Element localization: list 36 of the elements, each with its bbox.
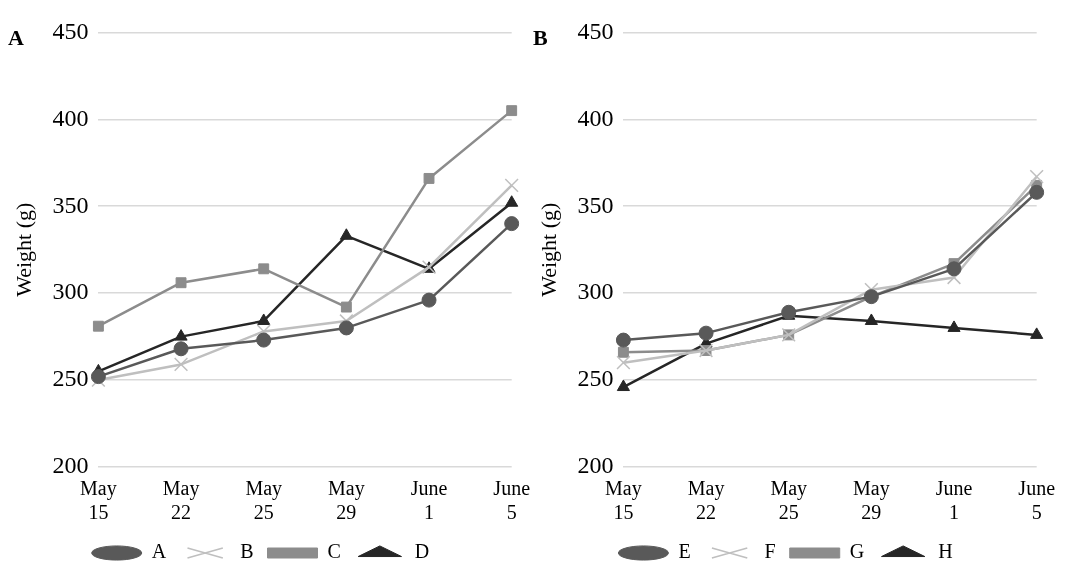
legend-label: D (414, 540, 430, 563)
x-tick-label: May 15 (80, 477, 117, 524)
x-tick-label: May 15 (605, 477, 642, 524)
x-tick-label: June 5 (493, 477, 531, 524)
x-tick-label: May 29 (328, 477, 365, 524)
y-tick-label: 200 (577, 452, 614, 479)
legend-label: A (151, 540, 167, 563)
y-tick-label: 350 (577, 191, 614, 218)
legend-label: G (849, 540, 865, 563)
chart-title: B (533, 24, 548, 50)
y-axis-title: Weight (g) (535, 202, 561, 297)
y-tick-label: 300 (577, 278, 614, 305)
x-tick-label: May 25 (245, 477, 283, 524)
legend-label: E (678, 540, 691, 563)
y-axis-title: Weight (g) (10, 202, 36, 297)
y-tick-label: 250 (577, 365, 614, 392)
legend-label: F (764, 540, 776, 563)
legend-label: C (327, 540, 341, 563)
x-tick-label: June 5 (1018, 477, 1056, 524)
y-tick-label: 450 (577, 17, 614, 44)
legend-label: B (240, 540, 254, 563)
x-tick-label: May 29 (853, 477, 890, 524)
x-tick-label: May 22 (162, 477, 200, 524)
y-tick-label: 300 (52, 278, 89, 305)
y-tick-label: 350 (52, 191, 89, 218)
chart-title: A (8, 24, 24, 50)
legend-label: H (938, 540, 953, 563)
x-tick-label: June 1 (935, 477, 973, 524)
x-tick-label: June 1 (410, 477, 448, 524)
x-tick-label: May 22 (687, 477, 725, 524)
y-tick-label: 400 (52, 104, 89, 131)
y-tick-label: 450 (52, 17, 89, 44)
x-tick-label: May 25 (770, 477, 808, 524)
y-tick-label: 400 (577, 104, 614, 131)
y-tick-label: 250 (52, 365, 89, 392)
y-tick-label: 200 (52, 452, 89, 479)
